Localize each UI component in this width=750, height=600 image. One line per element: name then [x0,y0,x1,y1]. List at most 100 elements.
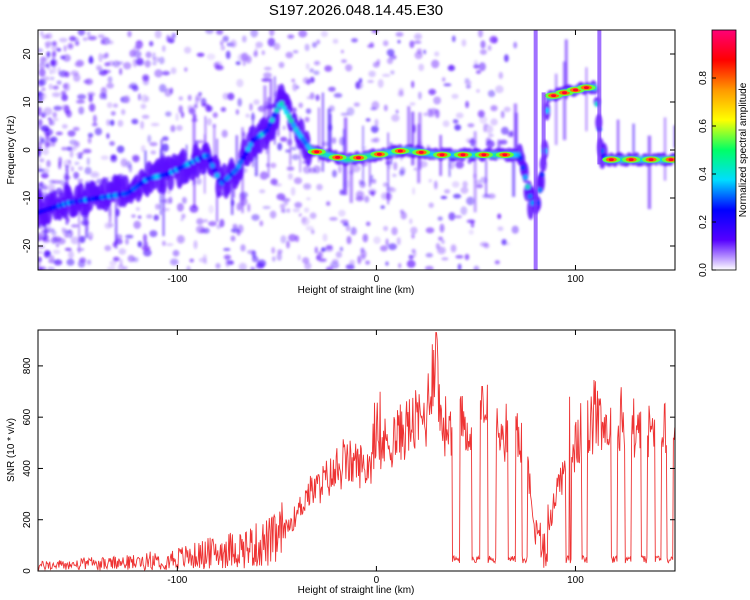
noise-speckle [443,83,452,87]
noise-streak [269,78,273,131]
noise-speckle [318,258,327,262]
noise-speckle [424,265,434,270]
noise-streak [349,162,353,203]
ridge-core [236,163,242,169]
x-tick-label: 0 [374,274,380,285]
noise-speckle [109,119,115,126]
noise-speckle [306,197,311,201]
noise-speckle [247,249,255,255]
noise-speckle [487,45,492,51]
noise-speckle [263,66,272,71]
ridge-halo [159,175,167,195]
noise-speckle [104,62,111,67]
ridge-core [245,146,251,152]
noise-speckle [196,177,202,185]
noise-speckle [473,64,480,69]
noise-streak [267,129,270,178]
noise-speckle [438,236,443,241]
noise-speckle [135,57,144,66]
noise-speckle [117,61,124,65]
x-tick-label: -100 [167,274,187,285]
noise-speckle [131,118,139,125]
noise-speckle [161,136,169,142]
noise-speckle [391,226,398,236]
noise-speckle [47,117,52,121]
noise-speckle [428,179,433,183]
noise-speckle [251,255,259,263]
y-tick-label: 10 [22,96,33,108]
noise-speckle [320,30,328,38]
y-tick-label: 0 [22,568,33,574]
noise-speckle [303,207,310,213]
noise-speckle [70,224,79,228]
noise-speckle [107,40,114,45]
noise-speckle [259,220,264,227]
noise-speckle [451,181,460,188]
noise-speckle [64,71,70,78]
noise-speckle [338,209,346,217]
noise-speckle [88,103,96,112]
noise-speckle [271,247,276,254]
noise-speckle [39,56,47,64]
noise-speckle [259,171,269,180]
noise-speckle [77,94,87,100]
noise-speckle [118,248,127,255]
noise-speckle [52,85,59,90]
noise-speckle [149,230,158,238]
noise-speckle [76,99,85,104]
noise-speckle [312,42,317,48]
noise-speckle [292,82,298,92]
ridge-core [248,142,254,148]
noise-speckle [423,112,428,117]
ridge-core [288,118,294,124]
noise-speckle [453,193,462,199]
noise-speckle [454,124,462,131]
noise-speckle [395,32,404,37]
noise-speckle [143,249,152,257]
snr-x-label: Height of straight line (km) [298,585,415,596]
noise-speckle [280,235,287,244]
noise-speckle [484,123,489,128]
noise-speckle [184,67,188,72]
noise-speckle [269,210,277,219]
noise-speckle [430,108,438,115]
figure-title: S197.2026.048.14.45.E30 [269,2,443,19]
noise-speckle [232,223,238,230]
noise-speckle [476,89,480,93]
noise-speckle [400,209,404,214]
x-tick-label: -100 [167,575,187,586]
noise-speckle [109,260,117,267]
noise-streak [585,67,588,132]
ridge-core [274,107,280,113]
noise-speckle [53,259,63,266]
noise-speckle [382,40,389,47]
noise-speckle [176,235,185,244]
noise-speckle [189,258,194,263]
noise-speckle [452,119,459,124]
noise-speckle [38,107,42,116]
noise-speckle [74,61,83,68]
ridge-core [522,174,528,180]
noise-speckle [161,143,169,152]
noise-speckle [247,203,251,213]
noise-speckle [365,260,370,265]
ridge-pulse-peak [502,153,508,157]
noise-speckle [55,131,63,136]
noise-speckle [305,63,310,70]
noise-speckle [371,30,379,34]
noise-speckle [87,231,94,241]
noise-speckle [464,253,470,261]
noise-speckle [431,59,440,69]
noise-speckle [137,241,143,248]
noise-speckle [70,70,79,76]
noise-speckle [282,125,286,131]
noise-speckle [304,116,310,123]
ridge-pulse-peak [628,158,634,162]
noise-speckle [62,54,71,62]
noise-speckle [236,202,242,211]
noise-speckle [503,106,511,113]
noise-speckle [332,169,337,178]
y-tick-label: 600 [22,408,33,425]
noise-speckle [53,106,63,112]
noise-speckle [249,103,253,111]
